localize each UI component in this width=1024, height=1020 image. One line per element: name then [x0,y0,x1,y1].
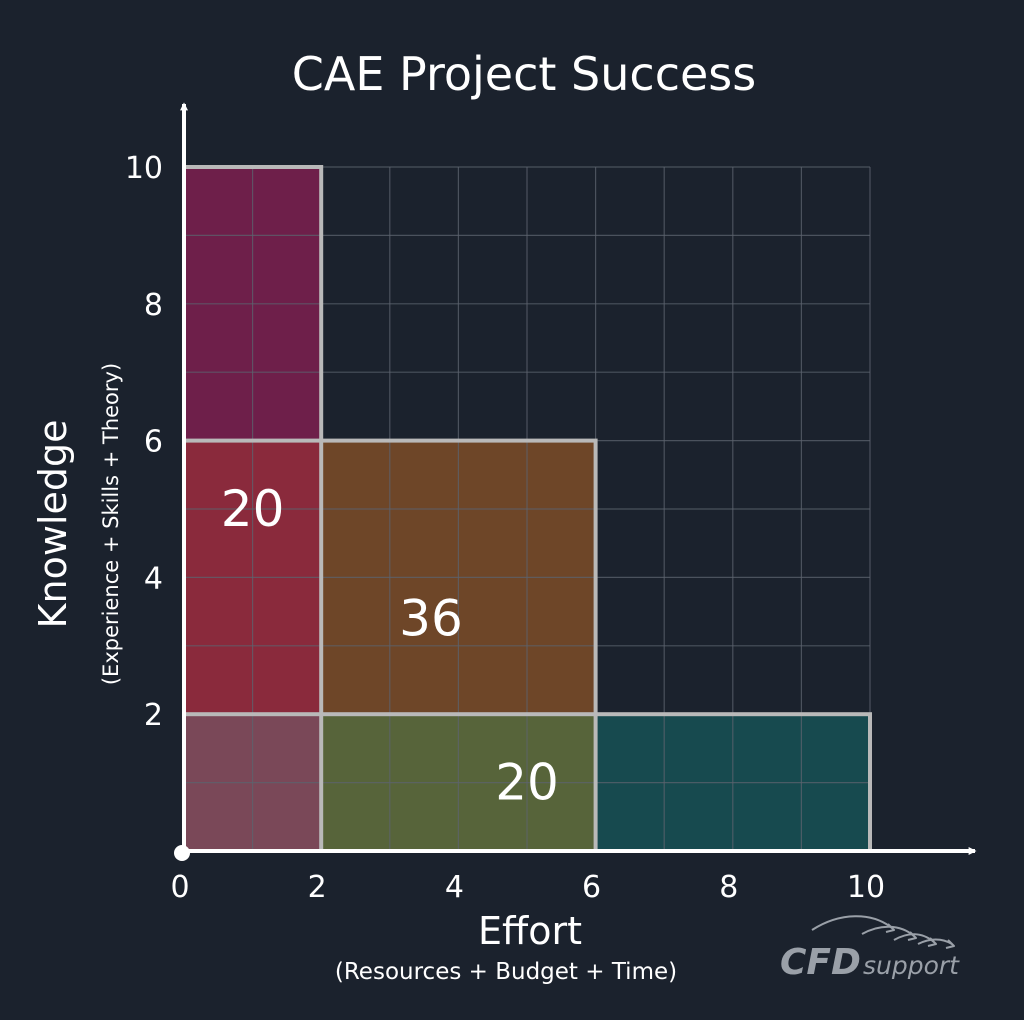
chart-title: CAE Project Success [292,47,756,101]
axes-layer [174,102,977,861]
x-tick-label-6: 6 [582,870,601,905]
tick-label-layer: 0 2 4 6 8 10 2 4 6 8 10 [125,151,885,905]
x-axis-label: Effort [478,909,582,953]
x-tick-label-2: 2 [308,870,327,905]
logo-text-main: CFD [780,942,861,983]
origin-dot [174,845,190,861]
y-tick-label-2: 2 [144,698,163,733]
x-tick-label-10: 10 [847,870,885,905]
y-axis-label: Knowledge [31,420,75,629]
logo-text-sub: support [863,951,960,980]
x-tick-label-0: 0 [170,870,189,905]
x-tick-label-4: 4 [445,870,464,905]
cfd-support-logo: CFD support [780,915,960,983]
y-tick-label-10: 10 [125,151,163,186]
x-axis-sublabel: (Resources + Budget + Time) [335,959,677,985]
area-label-layer: 20 36 20 [221,480,559,812]
area-label-1: 36 [399,589,463,647]
area-label-2: 20 [495,754,559,812]
y-tick-label-6: 6 [144,425,163,460]
logo-swoosh-icon [811,915,955,949]
area-label-0: 20 [221,480,285,538]
y-axis-sublabel: (Experience + Skills + Theory) [99,363,123,685]
y-tick-label-4: 4 [144,561,163,596]
x-tick-label-8: 8 [719,870,738,905]
y-tick-label-8: 8 [144,288,163,323]
